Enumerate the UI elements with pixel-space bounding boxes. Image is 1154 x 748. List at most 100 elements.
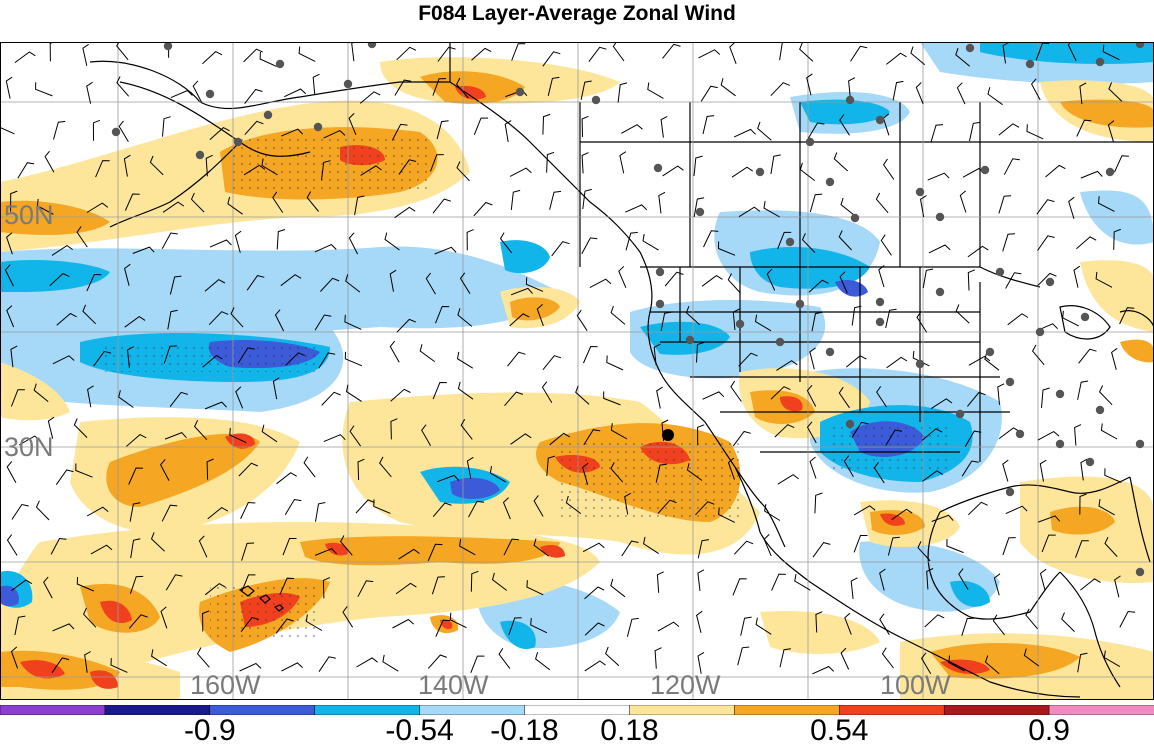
wind-barb [876,386,888,408]
wind-barb [584,660,606,672]
wind-barb [4,264,14,287]
lat-label-50n: 50N [4,200,54,230]
wind-barb [470,570,479,592]
station-dot [313,122,323,132]
wind-barb [844,612,852,635]
wind-barb [11,503,29,520]
station-dot [1055,439,1065,449]
wind-barb [93,350,112,367]
wind-barb [686,463,703,481]
wind-barb [882,158,895,180]
wind-barb [812,542,831,558]
station-dot [1015,429,1025,439]
station-dot [233,137,243,147]
wind-barb [56,312,77,326]
wind-barb [959,190,967,213]
wind-barb [459,539,476,556]
wind-barb [318,352,336,369]
wind-barb [509,167,532,177]
wind-barb [314,244,337,253]
wind-barb [720,78,736,97]
station-dot [205,89,215,99]
wind-barb [244,120,264,136]
wind-barb [754,314,772,332]
wind-barb [351,42,356,62]
wind-barb [551,241,570,257]
wind-barb [243,48,264,63]
wind-barb [471,47,492,61]
wind-barb [345,384,362,402]
wind-barb [491,572,508,591]
map-title: F084 Layer-Average Zonal Wind [418,2,736,25]
wind-barb [729,42,737,64]
wind-barb [6,305,15,328]
wind-barb [280,274,302,287]
wind-barb [589,278,612,289]
wind-barb [82,43,89,66]
wind-barb [6,232,13,255]
station-dot [1135,439,1145,449]
wind-barb [355,499,375,514]
wind-barb [192,80,202,103]
wind-barb [1037,235,1055,251]
wind-barb [885,429,903,446]
wind-barb [275,618,294,634]
wind-barb [1002,537,1016,556]
wind-barb [10,646,19,669]
station-dots [111,42,1145,577]
wind-barb [435,305,450,324]
wind-barb [806,421,817,444]
station-dot [653,163,663,173]
wind-barb [356,657,378,668]
wind-barb [281,662,303,672]
wind-barb [460,418,473,440]
wind-barb [234,230,242,253]
wind-barb [920,652,932,675]
wind-barb [1039,568,1047,591]
wind-shading [0,42,1154,700]
wind-barb [533,495,544,517]
wind-barb [642,233,659,251]
wind-barb [435,619,451,637]
wind-barb [75,463,93,478]
wind-barb [799,42,814,62]
wind-barb [1038,515,1061,523]
wind-barb [432,198,452,214]
station-dot [111,127,121,137]
wind-barb [927,172,950,181]
wind-barb [662,165,684,177]
wind-barb [1113,228,1121,250]
wind-barb [83,607,97,628]
wind-barb [205,154,213,177]
wind-barb [434,246,457,255]
wind-barb [565,495,582,514]
zonal-wind-map[interactable] [0,42,1154,700]
wind-barb [390,388,411,402]
wind-barb [1078,348,1097,364]
wind-barb [755,617,772,635]
wind-barb [850,45,868,62]
wind-barb [621,124,643,134]
wind-barb [52,355,75,365]
wind-barb [580,80,592,100]
station-dot [845,95,855,105]
station-dot [875,317,885,327]
wind-barb [51,244,73,256]
wind-barb [204,401,227,410]
wind-barb [1080,170,1103,179]
land-boundaries [89,42,1154,698]
wind-barb [1073,265,1081,288]
wind-barb [698,49,721,59]
wind-barb [1036,272,1057,287]
wind-barb [807,122,825,139]
wind-barb [1037,430,1060,441]
wind-barb [50,537,67,555]
wind-barb [916,311,928,333]
wind-barb [922,268,934,289]
focus-point-marker[interactable] [662,429,674,441]
wind-barb [581,115,589,138]
wind-barb [969,121,981,142]
wind-barb [1077,652,1088,673]
wind-barb [18,435,41,446]
wind-barb [229,427,247,444]
